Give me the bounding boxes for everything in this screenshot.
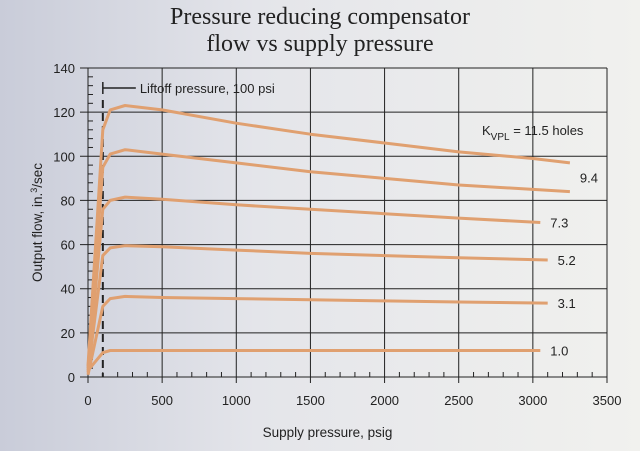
series-line-1.0 [86,349,541,372]
x-tick-label: 500 [151,393,173,408]
series-label: 5.2 [558,253,576,268]
x-tick-label: 1500 [296,393,325,408]
series-line-7.3 [86,195,541,371]
series-label: 7.3 [550,216,568,231]
x-tick-label: 2000 [370,393,399,408]
x-tick-label: 3500 [593,393,622,408]
chart-title: Pressure reducing compensator flow vs su… [0,4,640,58]
y-axis-label: Output flow, in.3/sec [29,163,45,282]
series-label: 1.0 [550,344,568,359]
y-tick-label: 100 [53,149,75,164]
y-tick-label: 0 [68,370,75,385]
y-tick-label: 80 [61,193,75,208]
series-label: 3.1 [558,296,576,311]
series-label: 9.4 [580,171,598,186]
x-tick-label: 1000 [222,393,251,408]
y-tick-label: 120 [53,105,75,120]
y-tick-label: 40 [61,282,75,297]
liftoff-annotation: Liftoff pressure, 100 psi [140,81,275,96]
x-tick-label: 2500 [444,393,473,408]
series-line-9.4 [86,148,570,369]
x-tick-label: 0 [84,393,91,408]
chart-title-line-2: flow vs supply pressure [206,31,434,57]
x-tick-label: 3000 [518,393,547,408]
series-line-11.5 [86,104,571,367]
series-line-5.2 [86,244,548,373]
y-tick-label: 60 [61,238,75,253]
series-line-3.1 [86,294,548,376]
x-axis-label: Supply pressure, psig [263,425,393,440]
chart-title-line-1: Pressure reducing compensator [170,4,470,30]
y-tick-label: 20 [61,326,75,341]
y-tick-label: 140 [53,61,75,76]
